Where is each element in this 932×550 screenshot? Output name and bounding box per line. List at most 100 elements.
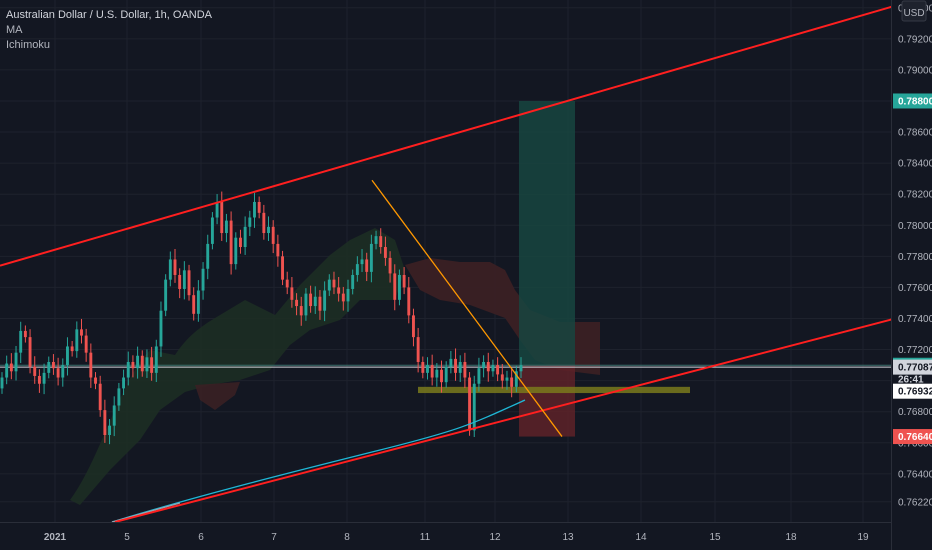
candle (369, 234, 373, 283)
candle (346, 279, 350, 312)
candle (402, 267, 406, 295)
candle-body (463, 361, 467, 378)
candle (47, 356, 51, 379)
candle (253, 192, 256, 228)
candle-body (304, 293, 308, 316)
candle-body (482, 361, 486, 369)
candle (454, 348, 457, 381)
ichimoku-indicator-label[interactable]: Ichimoku (6, 39, 51, 51)
candle-body (496, 365, 500, 375)
candle-body (379, 236, 383, 248)
symbol-title[interactable]: Australian Dollar / U.S. Dollar, 1h, OAN… (6, 9, 213, 21)
candle-body (122, 377, 126, 389)
price-badge-level: 0.76932 (893, 383, 932, 399)
candle-body (33, 366, 37, 376)
time-tick-label: 18 (785, 532, 797, 543)
candle-body (295, 299, 299, 307)
candle-body (136, 355, 140, 369)
currency-label: USD (903, 8, 924, 19)
candle-body (313, 296, 317, 307)
candle-body (89, 352, 93, 378)
candle (388, 251, 392, 283)
candle-body (131, 361, 135, 369)
candle (178, 268, 182, 299)
plot-area (0, 0, 891, 522)
candle-body (416, 337, 420, 362)
candle-body (75, 329, 79, 352)
candle-body (369, 243, 373, 272)
candle (309, 285, 313, 313)
candle (304, 288, 308, 321)
candle (285, 271, 289, 295)
candle (519, 357, 523, 378)
candle (458, 355, 462, 383)
candle (276, 234, 280, 267)
candle (397, 269, 401, 306)
candle-body (510, 377, 514, 387)
candle (440, 360, 443, 393)
price-tick-label: 0.77200 (898, 345, 932, 356)
time-tick-label: 15 (709, 532, 721, 543)
ma-indicator-label[interactable]: MA (6, 24, 23, 36)
candle-body (477, 368, 481, 384)
time-tick-label: 7 (271, 532, 277, 543)
candle-body (374, 236, 378, 244)
time-tick-label: 2021 (44, 532, 67, 543)
candle-body (435, 369, 439, 378)
ichimoku-cloud-bearish (195, 382, 240, 410)
candle (337, 277, 341, 302)
candle-body (430, 365, 434, 378)
candle-body (318, 296, 322, 311)
candle-body (360, 259, 364, 265)
candle (290, 277, 294, 308)
time-tick-label: 8 (344, 532, 350, 543)
candle-body (234, 237, 238, 265)
price-badge-price: 0.77087 (893, 359, 932, 375)
candle (168, 251, 172, 287)
price-badge-bg (893, 371, 932, 387)
channel-lower-line (114, 318, 891, 522)
candle (80, 318, 83, 344)
candle-body (182, 270, 186, 289)
candle (355, 256, 359, 282)
candle (416, 327, 420, 373)
candle (196, 280, 200, 322)
price-badge-bg (893, 429, 932, 445)
candle-body (468, 377, 472, 431)
candle (126, 351, 130, 386)
candle-body (187, 270, 191, 296)
candle (224, 213, 228, 243)
candle (243, 216, 247, 255)
candle (164, 274, 168, 317)
candle-body (108, 425, 111, 435)
candle (271, 220, 275, 254)
candle-body (440, 369, 443, 383)
candle (281, 250, 284, 286)
candle-body (103, 410, 107, 435)
price-tick-label: 0.78000 (898, 221, 932, 232)
price-tick-label: 0.77600 (898, 283, 932, 294)
candle-body (173, 259, 177, 275)
candle-body (402, 274, 406, 288)
candle (313, 286, 317, 314)
candle (37, 369, 41, 393)
price-badge-bg (893, 359, 932, 375)
candle (94, 372, 97, 390)
price-tick-label: 0.76400 (898, 469, 932, 480)
candle (299, 296, 303, 326)
candles (0, 191, 523, 445)
candle (500, 364, 504, 389)
candle-body (505, 377, 509, 381)
candle (510, 368, 514, 398)
candle-body (206, 243, 210, 269)
candle (421, 356, 425, 379)
candle (84, 328, 88, 362)
candle (486, 352, 490, 382)
candle-body (412, 315, 415, 338)
candle-body (351, 274, 355, 289)
candle-body (449, 358, 453, 367)
candle-body (80, 329, 83, 336)
candle-body (23, 330, 27, 338)
candle-body (243, 226, 247, 248)
